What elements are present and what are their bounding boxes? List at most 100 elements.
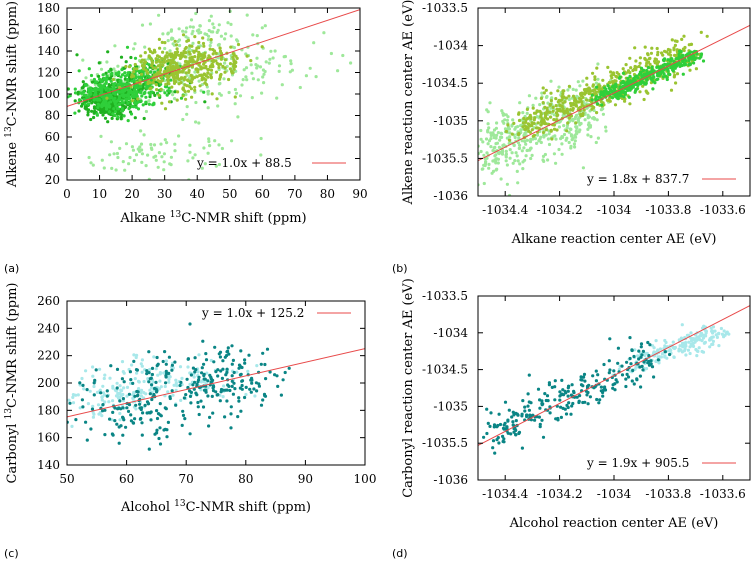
data-point [501, 113, 505, 117]
data-point [183, 63, 187, 67]
data-point [658, 347, 663, 351]
data-point [613, 388, 617, 392]
data-point [105, 74, 109, 78]
data-point [629, 362, 633, 366]
data-point [586, 123, 591, 127]
data-point [175, 73, 180, 77]
data-point [650, 365, 655, 369]
data-point [181, 94, 185, 98]
data-point [113, 110, 118, 114]
data-point [534, 96, 538, 100]
scatter-points [67, 322, 291, 451]
data-point [155, 88, 159, 92]
data-point [184, 393, 188, 397]
data-point [623, 92, 628, 96]
data-point [590, 98, 594, 102]
y-tick-label: -1034 [433, 39, 468, 53]
data-point [613, 79, 617, 83]
data-point [228, 62, 233, 66]
data-point [502, 440, 506, 444]
data-point [82, 387, 86, 391]
data-point [191, 29, 195, 33]
data-point [160, 79, 164, 83]
legend-label: y = 1.9x + 905.5 [586, 456, 689, 470]
data-point [687, 340, 691, 344]
data-point [101, 403, 105, 407]
data-point [214, 70, 219, 74]
y-tick-label: 60 [45, 130, 60, 144]
data-point [637, 64, 641, 69]
data-point [207, 137, 211, 141]
data-point [577, 116, 581, 120]
data-point [166, 390, 170, 394]
data-point [140, 433, 144, 437]
data-point [620, 364, 624, 368]
data-point [525, 107, 530, 111]
data-point [614, 84, 618, 88]
data-point [183, 55, 187, 59]
data-point [527, 94, 532, 98]
data-point [178, 365, 183, 369]
data-point [161, 359, 165, 364]
data-point [705, 34, 709, 38]
data-point [134, 85, 138, 89]
data-point [511, 161, 515, 165]
data-point [122, 114, 126, 118]
data-point [545, 394, 550, 398]
data-point [722, 329, 726, 333]
data-point [514, 151, 518, 155]
data-point [166, 32, 170, 36]
data-point [160, 101, 164, 105]
data-point [259, 362, 263, 366]
data-point [563, 389, 567, 393]
data-point [543, 152, 548, 157]
data-point [147, 47, 151, 51]
x-axis-label: Alcohol 13C-NMR shift (ppm) [120, 499, 311, 515]
data-point [624, 384, 628, 389]
data-point [194, 120, 198, 124]
data-point [167, 100, 172, 104]
data-point [496, 161, 500, 165]
data-point [157, 55, 161, 59]
data-point [100, 105, 104, 109]
data-point [486, 142, 490, 146]
x-tick-label: 70 [287, 187, 302, 201]
data-point [237, 399, 241, 403]
data-point [199, 399, 203, 403]
data-point [231, 71, 235, 75]
data-point [188, 432, 192, 436]
data-point [261, 68, 265, 72]
data-point [154, 60, 158, 64]
data-point [201, 405, 206, 409]
data-point [591, 89, 595, 93]
data-point [543, 105, 547, 109]
y-tick-label: 40 [45, 152, 60, 166]
data-point [214, 164, 218, 168]
data-point [229, 34, 233, 38]
data-point [101, 73, 105, 77]
data-point [562, 132, 567, 137]
data-point [92, 105, 97, 109]
data-point [540, 402, 544, 406]
y-axis-label-text: C-NMR shift (ppm) [5, 1, 20, 126]
data-point [496, 423, 500, 428]
data-point [229, 412, 233, 416]
data-point [198, 24, 202, 28]
data-point [159, 60, 163, 64]
data-point [637, 357, 641, 361]
x-axis-label-text: Alkane [119, 211, 169, 226]
data-point [596, 62, 600, 66]
data-point [528, 123, 532, 128]
data-point [673, 65, 677, 69]
data-point [78, 406, 82, 410]
data-point [595, 111, 599, 115]
data-point [229, 426, 233, 430]
scatter-series-3 [590, 49, 706, 107]
data-point [139, 72, 144, 76]
data-point [201, 41, 206, 46]
data-point [230, 374, 234, 378]
data-point [177, 38, 182, 42]
data-point [134, 153, 139, 157]
data-point [185, 112, 189, 116]
data-point [97, 412, 101, 416]
